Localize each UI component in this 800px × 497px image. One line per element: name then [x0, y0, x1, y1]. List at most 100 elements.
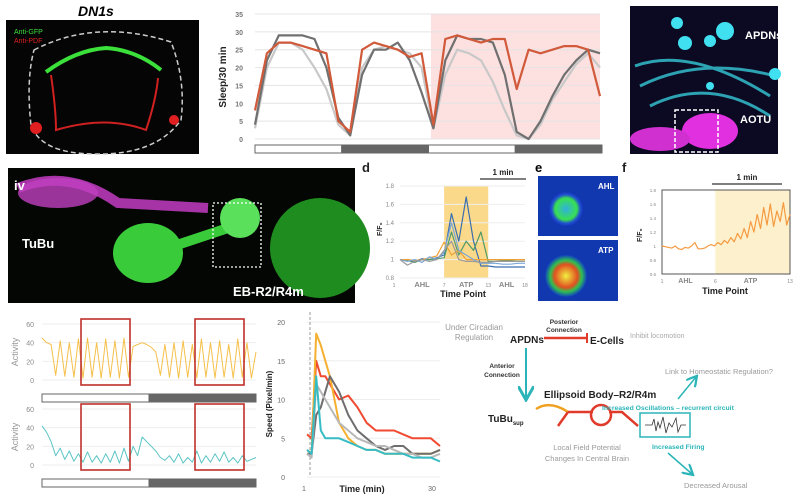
y-tick-label: 30: [235, 30, 243, 37]
series-line-0: [306, 359, 441, 447]
firing-trace: [645, 416, 686, 434]
series-line-2: [307, 375, 441, 455]
x-axis-label: Time (min): [339, 484, 384, 494]
series-line-0: [41, 425, 257, 464]
eb-label: EB-R2/R4m: [233, 284, 304, 299]
anti-gfp-label: Anti-GFP: [14, 29, 43, 36]
eb-node: Ellipsoid Body–R2/R4m: [544, 390, 656, 401]
homeostatic-arrow: [677, 377, 696, 400]
region-label: ATP: [459, 280, 473, 289]
x-tick-label: 30: [428, 486, 436, 493]
anterior-label-2: Connection: [484, 372, 520, 379]
oscillations-label: Increased Oscillations – recurrent circu…: [602, 405, 735, 412]
y-tick-label: 0: [281, 475, 285, 482]
y-tick-label: 1.2: [386, 239, 395, 245]
calcium-images-e: AHL ATP: [538, 176, 618, 301]
highlight-box: [194, 318, 245, 386]
sleep-chart: 0 5 10 15 20 25 30 35 Sleep/30 min: [218, 12, 603, 154]
x-tick-label: 1: [393, 283, 396, 289]
eb-projection: [556, 410, 639, 427]
region-label: AHL: [414, 280, 430, 289]
lfp-label: Local Field Potential: [553, 443, 621, 452]
under-circadian-label-2: Regulation: [455, 333, 493, 342]
x-tick-label: 13: [787, 279, 793, 285]
inhibit-locomotion-label: Inhibit locomotion: [630, 333, 685, 340]
firing-box: [639, 412, 691, 438]
series-line-0: [661, 201, 791, 251]
ahl-image-label: AHL: [598, 182, 615, 191]
series-line-0: [253, 41, 601, 141]
series-line-2: [253, 34, 602, 133]
y-tick-label: 1.4: [650, 216, 657, 221]
light-dark-segment-dark: [148, 478, 257, 488]
y-tick-label: 1.4: [386, 221, 395, 227]
highlight-box: [80, 318, 131, 386]
panel-e-letter: e: [535, 160, 543, 175]
apdns-node: APDNs: [510, 335, 544, 346]
treatment-shading: [430, 14, 600, 139]
y-tick-label: 1.8: [386, 184, 395, 190]
apdn-image: APDNs AOTU: [630, 6, 782, 154]
light-dark-segment-light: [41, 393, 150, 403]
region-label: AHL: [499, 280, 515, 289]
y-tick-label: 0.8: [386, 276, 395, 282]
y-tick-label: 40: [26, 341, 34, 348]
y-tick-label: 0: [30, 378, 34, 385]
y-tick-label: 0.8: [650, 258, 657, 263]
y-tick-label: 1: [653, 244, 656, 249]
panel-iv-label: iv: [14, 178, 26, 193]
tubu-projection: [535, 403, 569, 414]
y-axis-label: F/F₀: [377, 222, 384, 236]
light-dark-segment-dark: [148, 393, 257, 403]
plot-frame: [661, 189, 791, 275]
y-axis-label: Speed (Pixel/min): [265, 370, 274, 437]
y-tick-label: 60: [26, 407, 34, 414]
panel-d-letter: d: [362, 160, 370, 175]
x-tick-label: 13: [485, 283, 491, 289]
y-tick-label: 0: [30, 463, 34, 470]
region-label: AHL: [678, 278, 693, 285]
light-dark-segment-light: [41, 478, 150, 488]
y-tick-label: 15: [277, 359, 285, 366]
atp-image-label: ATP: [598, 246, 614, 255]
aotu-label: AOTU: [740, 114, 771, 126]
region-label: ATP: [744, 278, 758, 285]
x-tick-label: 7: [443, 283, 446, 289]
lfp-label-2: Changes In Central Brain: [545, 454, 629, 463]
y-axis-label: Sleep/30 min: [218, 46, 229, 107]
dn1s-image: Anti-GFP Anti-PDF: [6, 20, 199, 155]
anterior-label: Anterior: [489, 363, 515, 370]
y-axis-label: F/F₀: [637, 228, 644, 242]
dn1s-title: DN1s: [78, 3, 114, 19]
x-axis-label: Time Point: [702, 286, 748, 296]
panel-f-letter: f: [622, 160, 627, 175]
series-line-1: [253, 34, 601, 141]
homeostatic-label: Link to Homeostatic Regulation?: [665, 367, 773, 376]
anti-pdf-label: Anti-PDF: [14, 38, 42, 45]
posterior-label-2: Connection: [546, 327, 582, 334]
y-tick-label: 0.6: [650, 272, 657, 277]
y-tick-label: 1: [391, 258, 395, 264]
activity-charts: 0 20 40 60 Activity 0 20 40 60 Activity: [10, 318, 257, 488]
arousal-arrow: [667, 452, 692, 474]
y-tick-label: 35: [235, 12, 243, 19]
x-tick-label: 1: [302, 486, 306, 493]
ecells-node: E-Cells: [590, 336, 624, 347]
scale-label: 1 min: [737, 173, 758, 182]
apdns-label: APDNs: [745, 30, 782, 42]
y-tick-label: 25: [235, 48, 243, 55]
series-line-3: [399, 222, 525, 265]
circuit-diagram: Under Circadian Regulation Posterior Con…: [445, 319, 773, 490]
series-line-4: [306, 375, 441, 463]
highlight-box: [194, 403, 245, 471]
calcium-chart-f: 0.6 0.8 1 1.2 1.4 1.6 1.8 f 1 min F/F₀ 1 6 13 AHL ATPT…: [622, 160, 793, 296]
y-tick-label: 1.2: [650, 230, 657, 235]
series-line-4: [399, 240, 525, 266]
y-tick-label: 0: [239, 137, 243, 144]
light-dark-segment-dark: [514, 144, 603, 154]
series-line-3: [306, 383, 441, 459]
x-tick-label: 6: [714, 279, 717, 285]
y-tick-label: 1.8: [650, 188, 657, 193]
